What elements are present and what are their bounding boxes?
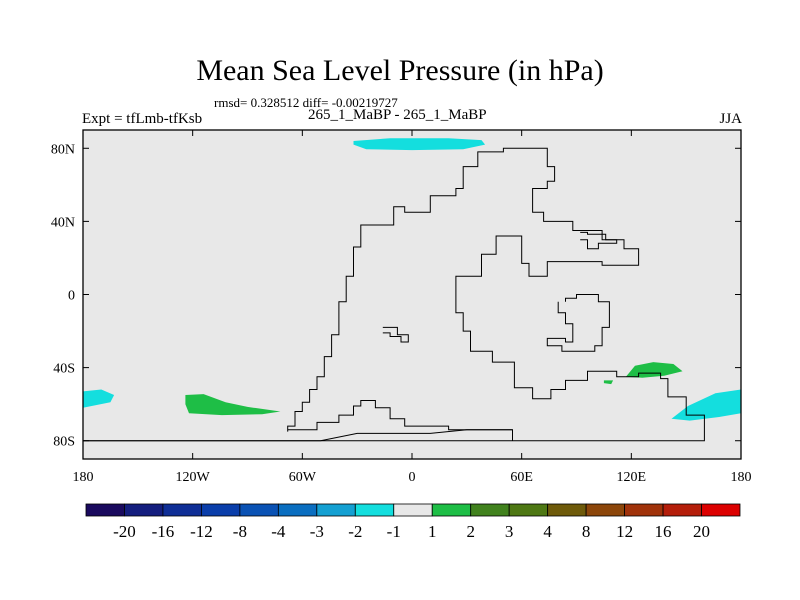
colorbar-swatch-5 — [277, 503, 318, 517]
colorbar-swatch-13 — [585, 503, 625, 517]
colorbar-swatch-2 — [162, 503, 202, 517]
colorbar-swatch-0 — [85, 503, 125, 517]
colorbar-swatch-12 — [547, 503, 587, 517]
x-tick-label-3: 0 — [409, 470, 416, 485]
colorbar-swatch-1 — [124, 503, 164, 517]
colorbar-label-10: 3 — [505, 522, 514, 541]
colorbar-label-13: 12 — [616, 522, 633, 541]
southeast-pacific-cyan-anomaly — [671, 389, 741, 421]
y-tick-label-3: 40S — [53, 362, 75, 377]
colorbar-label-8: 1 — [428, 522, 437, 541]
colorbar-swatch-11 — [508, 503, 549, 517]
colorbar-swatch-4 — [239, 503, 279, 517]
colorbar-label-2: -12 — [190, 522, 213, 541]
x-tick-label-4: 60E — [510, 470, 533, 485]
y-tick-label-0: 80N — [51, 142, 75, 157]
x-tick-label-0: 180 — [73, 470, 94, 485]
northeast-inlet-outline — [580, 231, 618, 250]
colorbar-label-6: -2 — [348, 522, 362, 541]
colorbar-label-12: 8 — [582, 522, 591, 541]
colorbar-label-1: -16 — [152, 522, 175, 541]
map-content — [83, 138, 741, 442]
map-background — [83, 130, 741, 459]
eastern-basin-outline — [546, 294, 610, 352]
map-panel: 180 120W 60W 0 60E 120E 180 80N 40N 0 40S 80S — [51, 129, 752, 485]
colorbar-label-9: 2 — [466, 522, 475, 541]
colorbar-swatch-16 — [701, 503, 741, 517]
south-indian-green-speck — [603, 380, 614, 385]
y-tick-label-4: 80S — [53, 435, 75, 450]
colorbar-label-7: -1 — [387, 522, 401, 541]
colorbar-swatch-7 — [354, 503, 395, 517]
south-pole-ridge — [287, 400, 513, 431]
y-tick-label-2: 0 — [68, 289, 75, 304]
south-indian-green-anomaly — [625, 362, 683, 378]
colorbar: -20 -16 -12 -8 -4 -3 -2 -1 1 2 3 4 8 12 16 20 — [85, 503, 741, 541]
south-pacific-cyan-anomaly — [83, 389, 115, 408]
season-label: JJA — [719, 111, 742, 127]
colorbar-label-11: 4 — [543, 522, 552, 541]
colorbar-label-4: -4 — [271, 522, 286, 541]
colorbar-label-3: -8 — [233, 522, 247, 541]
colorbar-swatch-15 — [662, 503, 702, 517]
chart-title: Mean Sea Level Pressure (in hPa) — [196, 54, 604, 87]
colorbar-swatch-6 — [316, 503, 356, 517]
comparison-label: 265_1_MaBP - 265_1_MaBP — [308, 107, 487, 123]
inland-lake-outline — [382, 326, 409, 343]
experiment-label: Expt = tfLmb-tfKsb — [82, 111, 203, 127]
supercontinent-outline — [83, 147, 705, 442]
colorbar-swatch-8 — [393, 503, 433, 517]
colorbar-label-5: -3 — [310, 522, 324, 541]
colorbar-swatch-10 — [470, 503, 510, 517]
colorbar-swatch-3 — [201, 503, 241, 517]
colorbar-label-14: 16 — [655, 522, 672, 541]
x-tick-label-1: 120W — [176, 470, 211, 485]
x-tick-label-6: 180 — [731, 470, 752, 485]
colorbar-swatch-9 — [431, 503, 472, 517]
x-tick-label-2: 60W — [289, 470, 317, 485]
south-pacific-green-anomaly — [185, 394, 281, 416]
colorbar-label-15: 20 — [693, 522, 710, 541]
colorbar-swatch-14 — [624, 503, 664, 517]
y-tick-label-1: 40N — [51, 215, 75, 230]
colorbar-label-0: -20 — [113, 522, 136, 541]
arctic-positive-neg-anomaly — [353, 138, 486, 151]
rmsd-diff-stats: rmsd= 0.328512 diff= -0.00219727 — [214, 95, 398, 110]
x-tick-label-5: 120E — [617, 470, 647, 485]
